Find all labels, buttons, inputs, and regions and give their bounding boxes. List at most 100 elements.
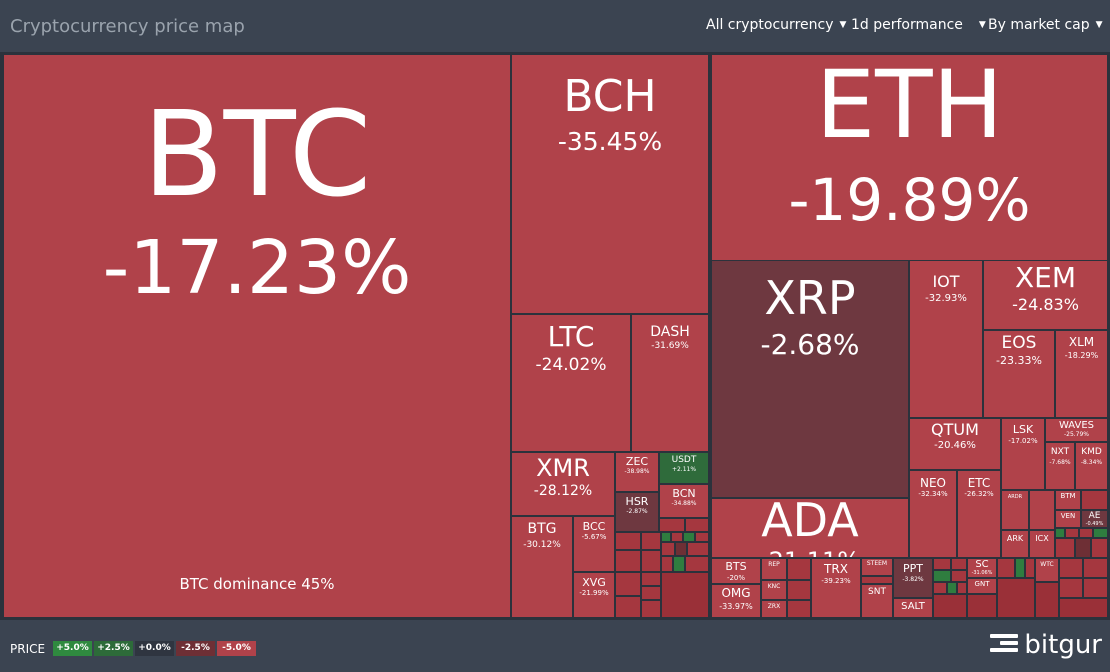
tile-trx[interactable]: TRX -39.23% [811, 558, 861, 618]
tile-small-gain[interactable] [933, 570, 951, 582]
tile-small-gain[interactable] [683, 532, 695, 542]
tile-small[interactable] [1065, 528, 1079, 538]
tile-eth[interactable]: ETH -19.89% [711, 54, 1108, 262]
tile-small[interactable] [1083, 578, 1108, 598]
tile-doge[interactable] [659, 518, 685, 532]
filter-category-dropdown[interactable]: All cryptocurrency ▼ [706, 17, 846, 33]
filter-period-dropdown[interactable]: 1d performance ▼ [851, 17, 986, 33]
tile-small[interactable] [675, 542, 687, 556]
tile-small[interactable] [687, 542, 709, 556]
tile-small[interactable] [641, 600, 661, 618]
bitgur-logo[interactable]: bitgur [990, 630, 1102, 660]
tile-small[interactable] [1025, 558, 1035, 578]
tile-bts[interactable]: BTS -20% [711, 558, 761, 584]
tile-small[interactable] [861, 576, 893, 584]
tile-ltc[interactable]: LTC -24.02% [511, 314, 631, 452]
tile-small-cluster[interactable] [967, 594, 997, 618]
tile-small[interactable] [1059, 558, 1083, 578]
tile-bch[interactable]: BCH -35.45% [511, 54, 709, 314]
tile-small-gain[interactable] [673, 556, 685, 572]
tile-neo[interactable]: NEO -32.34% [909, 470, 957, 558]
tile-small[interactable] [685, 556, 709, 572]
tile-eos[interactable]: EOS -23.33% [983, 330, 1055, 418]
filter-sort-dropdown[interactable]: By market cap ▼ [988, 17, 1103, 33]
tile-nxt[interactable]: NXT -7.68% [1045, 442, 1075, 490]
tile-gas[interactable] [641, 572, 661, 586]
tile-small[interactable] [951, 558, 967, 570]
tile-dcr[interactable] [615, 532, 641, 550]
tile-iot[interactable]: IOT -32.93% [909, 260, 983, 418]
tile-small-gain[interactable] [1093, 528, 1108, 538]
tile-small-gain[interactable] [1055, 528, 1065, 538]
tile-btg[interactable]: BTG -30.12% [511, 516, 573, 618]
tile-gnt[interactable]: GNT [967, 578, 997, 594]
tile-small-cluster[interactable] [1035, 582, 1059, 618]
tile-small[interactable] [641, 586, 661, 600]
tile-small[interactable] [661, 556, 673, 572]
tile-etc[interactable]: ETC -26.32% [957, 470, 1001, 558]
tile-small[interactable] [787, 600, 811, 618]
tile-omg[interactable]: OMG -33.97% [711, 584, 761, 618]
tile-small[interactable] [933, 582, 947, 594]
tile-small[interactable] [641, 550, 661, 572]
tile-small-cluster[interactable] [933, 594, 967, 618]
tile-cnx[interactable] [615, 596, 641, 618]
tile-pivx[interactable] [615, 550, 641, 572]
tile-dash[interactable]: DASH -31.69% [631, 314, 709, 452]
tile-small[interactable] [1079, 528, 1093, 538]
tile-small[interactable] [1083, 558, 1108, 578]
tile-small[interactable] [1091, 538, 1108, 558]
tile-small[interactable] [957, 582, 967, 594]
tile-small-gain[interactable] [661, 532, 671, 542]
tile-small-cluster[interactable] [661, 572, 709, 618]
tile-icx[interactable]: ICX [1029, 530, 1055, 558]
tile-dgb[interactable] [641, 532, 661, 550]
tile-vtc[interactable] [615, 572, 641, 596]
tile-sc[interactable]: SC -31.06% [967, 558, 997, 578]
tile-small[interactable] [787, 558, 811, 580]
tile-waves[interactable]: WAVES -25.79% [1045, 418, 1108, 442]
tile-xmr[interactable]: XMR -28.12% [511, 452, 615, 516]
tile-small-cluster[interactable] [997, 578, 1035, 618]
tile-small[interactable] [787, 580, 811, 600]
tile-ark[interactable]: ARK [1001, 530, 1029, 558]
tile-small[interactable] [1059, 578, 1083, 598]
tile-small[interactable] [933, 558, 951, 570]
tile-salt[interactable]: SALT [893, 598, 933, 618]
tile-snt[interactable]: SNT [861, 584, 893, 618]
tile-qtum[interactable]: QTUM -20.46% [909, 418, 1001, 470]
tile-small[interactable] [695, 532, 709, 542]
tile-bcc[interactable]: BCC -5.67% [573, 516, 615, 572]
tile-steem[interactable]: STEEM [861, 558, 893, 576]
tile-wtc[interactable]: WTC [1035, 558, 1059, 582]
tile-nav[interactable] [685, 518, 709, 532]
tile-small-gain[interactable] [947, 582, 957, 594]
tile-xvg[interactable]: XVG -21.99% [573, 572, 615, 618]
tile-lsk[interactable]: LSK -17.02% [1001, 418, 1045, 490]
tile-bnt[interactable] [1029, 490, 1055, 530]
tile-hsr[interactable]: HSR -2.87% [615, 492, 659, 532]
tile-ada[interactable]: ADA -21.11% [711, 498, 909, 558]
tile-small-cluster[interactable] [1059, 598, 1108, 618]
tile-xrp[interactable]: XRP -2.68% [711, 260, 909, 498]
tile-kmd[interactable]: KMD -8.34% [1075, 442, 1108, 490]
tile-xem[interactable]: XEM -24.83% [983, 260, 1108, 330]
tile-btc[interactable]: BTC -17.23% BTC dominance 45% [3, 54, 511, 618]
tile-ppt[interactable]: PPT -3.82% [893, 558, 933, 598]
tile-ven[interactable]: VEN [1055, 510, 1081, 528]
tile-rep[interactable]: REP [761, 558, 787, 580]
tile-small[interactable] [997, 558, 1015, 578]
tile-small-gain[interactable] [1015, 558, 1025, 578]
tile-btm[interactable]: BTM [1055, 490, 1081, 510]
tile-zec[interactable]: ZEC -38.98% [615, 452, 659, 492]
tile-ae[interactable]: AE -0.49% [1081, 510, 1108, 528]
tile-ardr[interactable]: ARDR [1001, 490, 1029, 530]
tile-usdt[interactable]: USDT +2.11% [659, 452, 709, 484]
tile-small[interactable] [661, 542, 675, 556]
tile-bcn[interactable]: BCN -34.88% [659, 484, 709, 518]
tile-small[interactable] [1081, 490, 1108, 510]
tile-small[interactable] [1075, 538, 1091, 558]
tile-zrx[interactable]: ZRX [761, 600, 787, 618]
tile-small[interactable] [671, 532, 683, 542]
tile-xlm[interactable]: XLM -18.29% [1055, 330, 1108, 418]
